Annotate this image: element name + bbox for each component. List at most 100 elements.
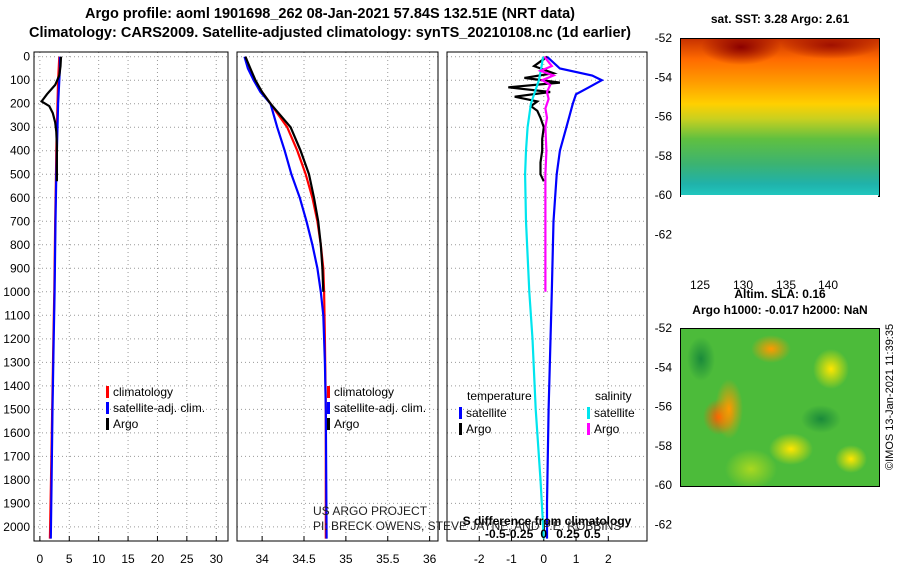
y-tick-label: 1100 — [4, 308, 30, 322]
legend-swatch — [327, 418, 330, 430]
y-tick-label: 1800 — [3, 473, 30, 487]
x-tick-label: 34 — [255, 552, 269, 566]
y-tick-label: 1700 — [3, 449, 30, 463]
y-tick-label: 1500 — [3, 402, 30, 416]
x-tick-label: 35.5 — [376, 552, 400, 566]
sst-y-tick: -58 — [655, 149, 673, 163]
legend-label: satellite — [466, 406, 507, 420]
sst-x-tick: 140 — [818, 278, 838, 292]
x-tick-label: -1 — [506, 552, 517, 566]
x-tick-label: 20 — [151, 552, 165, 566]
legend-swatch — [106, 402, 109, 414]
sst-map-title: sat. SST: 3.28 Argo: 2.61 — [710, 12, 850, 26]
x-tick-label: -2 — [474, 552, 485, 566]
y-tick-label: 1000 — [3, 285, 30, 299]
series-line-argo — [39, 56, 63, 182]
series-line-argo — [244, 56, 325, 292]
sla-map-title-1: Altim. SLA: 0.16 — [734, 287, 826, 301]
legend-label: Argo — [594, 422, 620, 436]
panel-frame-temperature — [33, 51, 229, 542]
legend-label: climatology — [334, 385, 394, 399]
y-tick-label: 2000 — [3, 520, 30, 534]
sla-y-tick: -60 — [655, 478, 673, 492]
x-tick-label: 0 — [540, 552, 547, 566]
sla-y-tick: -58 — [655, 439, 673, 453]
legend-title: temperature — [467, 389, 532, 403]
legend-label: Argo — [466, 422, 492, 436]
x-tick-label: 5 — [66, 552, 73, 566]
y-tick-label: 1300 — [3, 355, 30, 369]
x-tick-label: 34.5 — [292, 552, 316, 566]
y-tick-label: 0 — [23, 50, 30, 64]
legend-swatch — [587, 423, 590, 435]
series-line-s-satellite — [523, 56, 545, 539]
x-tick-label: 25 — [180, 552, 194, 566]
legend-label: satellite-adj. clim. — [334, 401, 426, 415]
sst-y-tick: -56 — [655, 110, 673, 124]
title-line-2: Climatology: CARS2009. Satellite-adjuste… — [29, 25, 631, 41]
y-tick-label: 1600 — [3, 426, 30, 440]
sst-x-tick: 130 — [733, 278, 753, 292]
series-line-climatology — [244, 56, 327, 539]
series-line-t-argo — [508, 55, 561, 182]
x-tick-label: 10 — [92, 552, 106, 566]
x-tick-label: 2 — [605, 552, 612, 566]
legend-swatch — [327, 386, 330, 398]
y-tick-label: 600 — [10, 191, 30, 205]
s-tick-label: 0.25 — [556, 527, 580, 541]
legend-label: Argo — [334, 417, 360, 431]
legend-label: climatology — [113, 385, 173, 399]
y-tick-label: 100 — [10, 73, 30, 87]
series-line-satellite-adj-clim- — [243, 56, 328, 539]
y-tick-label: 1400 — [3, 379, 30, 393]
legend-swatch — [106, 418, 109, 430]
x-tick-label: 0 — [37, 552, 44, 566]
sst-y-tick: -62 — [655, 228, 673, 242]
panel-frame-difference — [446, 51, 648, 542]
series-line-t-satellite — [545, 55, 605, 539]
legend-swatch — [459, 407, 462, 419]
legend-swatch — [587, 407, 590, 419]
y-tick-label: 300 — [10, 120, 30, 134]
sst-y-tick: -60 — [655, 188, 673, 202]
legend-swatch — [459, 423, 462, 435]
x-tick-label: 15 — [121, 552, 135, 566]
legend-title: salinity — [595, 389, 632, 403]
sst-y-tick: -54 — [655, 70, 673, 84]
panel-frame-salinity — [236, 51, 439, 542]
y-tick-label: 200 — [10, 97, 30, 111]
watermark-text: US ARGO PROJECT — [313, 504, 428, 518]
y-tick-label: 500 — [10, 167, 30, 181]
x-tick-label: 35 — [339, 552, 353, 566]
sla-y-tick: -52 — [655, 321, 673, 335]
sst-x-tick: 125 — [690, 278, 710, 292]
sst-map-land-area — [681, 195, 878, 265]
pi-text: PI: BRECK OWENS, STEVE JAYNE, AND P.E. R… — [313, 519, 621, 533]
legend-label: Argo — [113, 417, 139, 431]
sla-y-tick: -62 — [655, 518, 673, 532]
y-tick-label: 800 — [10, 238, 30, 252]
sst-x-tick: 135 — [776, 278, 796, 292]
y-tick-label: 1900 — [3, 496, 30, 510]
sla-map-title-2: Argo h1000: -0.017 h2000: NaN — [692, 303, 868, 317]
y-tick-label: 900 — [10, 261, 30, 275]
legend-label: satellite — [594, 406, 635, 420]
y-tick-label: 1200 — [3, 332, 30, 346]
legend-label: satellite-adj. clim. — [113, 401, 205, 415]
x-tick-label: 30 — [210, 552, 224, 566]
sla-y-tick: -56 — [655, 400, 673, 414]
x-tick-label: 1 — [573, 552, 580, 566]
legend-swatch — [327, 402, 330, 414]
title-line-1: Argo profile: aoml 1901698_262 08-Jan-20… — [84, 6, 576, 22]
s-tick-label: 0.5 — [584, 527, 601, 541]
s-tick-label: 0 — [540, 527, 547, 541]
s-tick-label: -0.5 — [485, 527, 506, 541]
side-label: ©IMOS 13-Jan-2021 11:39:35 — [884, 323, 896, 470]
legend-swatch — [106, 386, 109, 398]
y-tick-label: 400 — [10, 144, 30, 158]
s-tick-label: -0.25 — [506, 527, 534, 541]
y-tick-label: 700 — [10, 214, 30, 228]
series-line-s-argo — [537, 56, 557, 292]
